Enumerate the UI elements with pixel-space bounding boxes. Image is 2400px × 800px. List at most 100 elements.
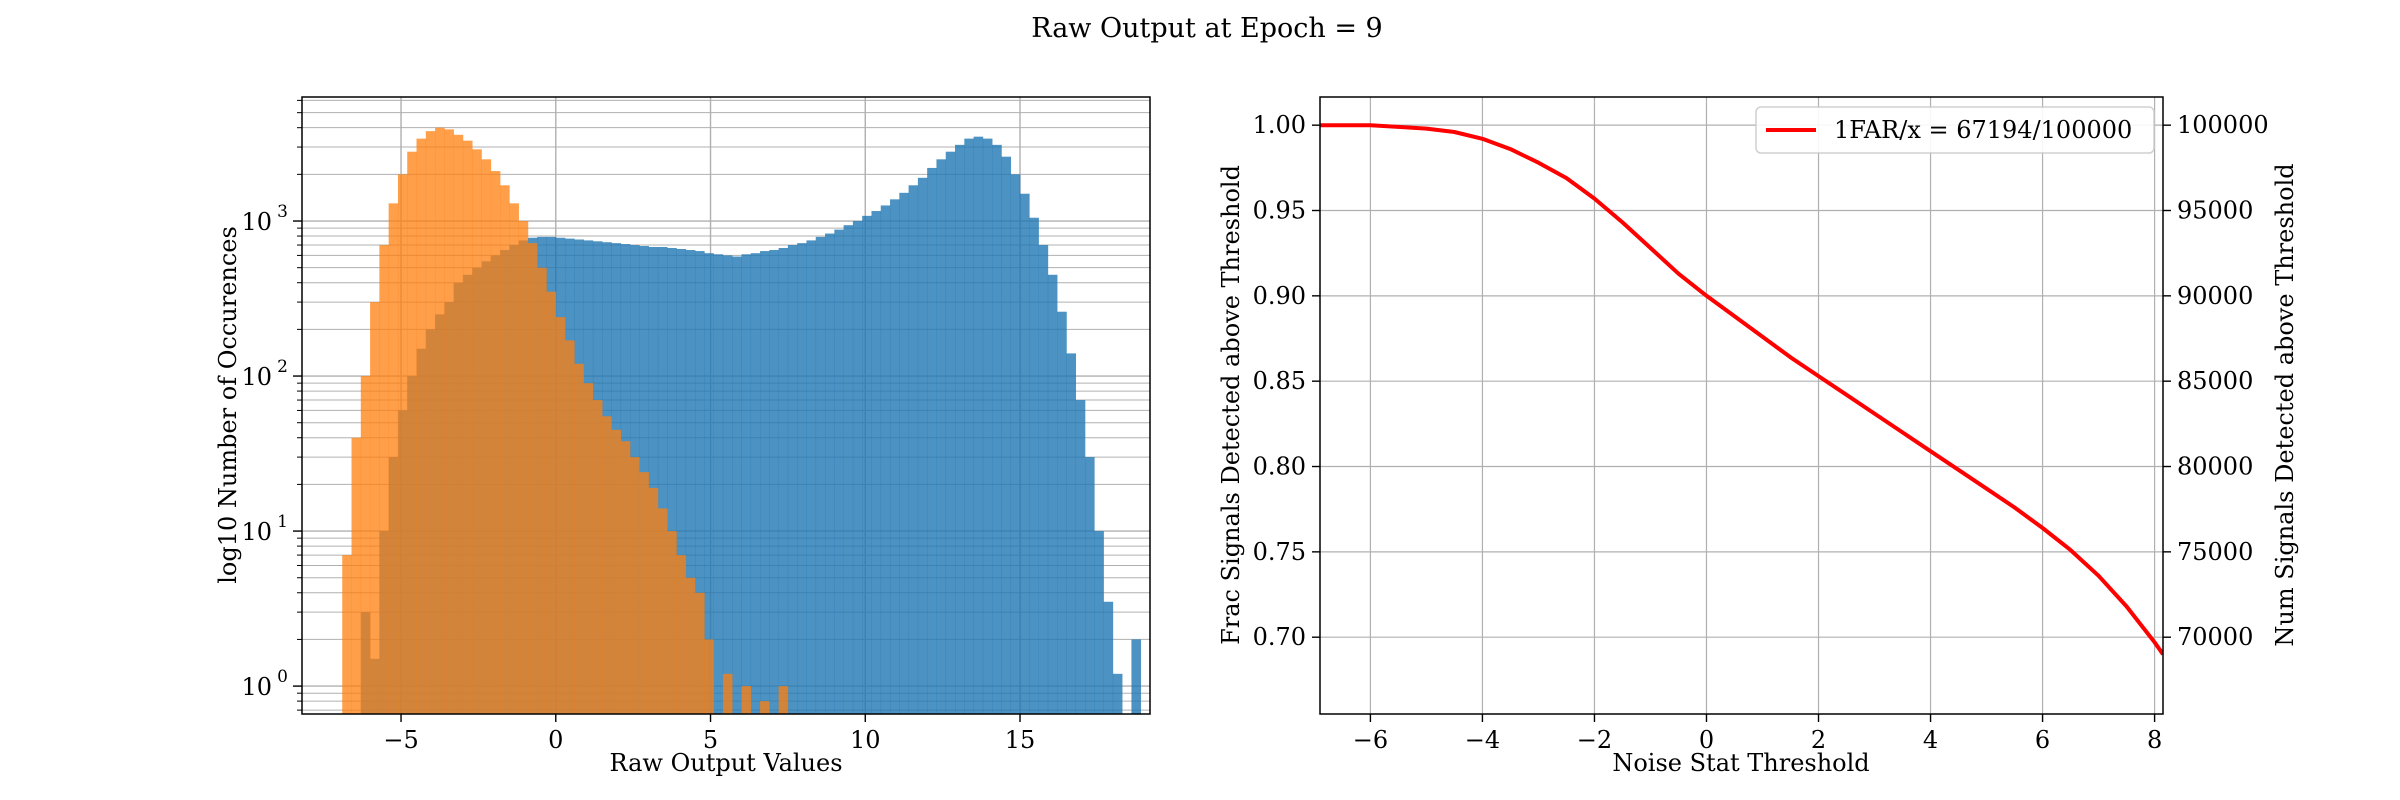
histogram-x-ticks: −5 0 5 10 15	[383, 714, 1035, 754]
x-tick-label: 10	[850, 726, 881, 754]
x-tick-label: 0	[548, 726, 563, 754]
histogram-bar	[917, 177, 928, 714]
histogram-x-label: Raw Output Values	[609, 749, 842, 777]
histogram-bar	[407, 151, 417, 714]
histogram-bar	[490, 171, 501, 714]
y-right-tick-label: 95000	[2177, 197, 2253, 225]
x-tick-label: 4	[1923, 726, 1938, 754]
histogram-y-label: log10 Number of Occurences	[214, 226, 242, 584]
histogram-bar	[1020, 193, 1030, 714]
histogram-bar	[704, 639, 714, 714]
histogram-bar	[695, 592, 705, 714]
histogram-bar	[527, 243, 538, 714]
line-grid	[1320, 97, 2163, 714]
histogram-bar	[657, 246, 668, 714]
histogram-bar	[648, 246, 659, 714]
x-tick-label: 8	[2147, 726, 2162, 754]
histogram-bar	[722, 255, 733, 714]
legend-label: 1FAR/x = 67194/100000	[1834, 116, 2132, 144]
x-tick-label: 0	[1699, 726, 1714, 754]
y-tick-label: 0.70	[1253, 623, 1306, 651]
histogram-bar	[982, 138, 993, 714]
x-tick-label: 5	[703, 726, 718, 754]
histogram-bar	[444, 129, 454, 714]
histogram-bar	[685, 577, 696, 714]
figure-suptitle: Raw Output at Epoch = 9	[1031, 13, 1382, 44]
histogram-bar	[360, 376, 371, 714]
histogram-bar	[667, 531, 677, 714]
histogram-bar	[453, 134, 464, 714]
histogram-bar	[880, 205, 891, 714]
histogram-bar	[722, 673, 733, 714]
line-y-label-left: Frac Signals Detected above Threshold	[1217, 165, 1245, 645]
histogram-bar	[648, 487, 659, 714]
line-chart: −6 −4 −2 0 2 4 6 8 0.70 0.75 0.80 0.85 0.90 0.95 1.00…	[1217, 96, 2299, 777]
histogram-bar	[778, 686, 789, 714]
histogram-bar	[871, 211, 882, 714]
x-tick-label: 6	[2035, 726, 2050, 754]
y-tick-label: 0.90	[1253, 282, 1306, 310]
histogram-bar	[639, 472, 649, 714]
histogram-bar	[602, 416, 612, 714]
histogram-bar	[797, 243, 807, 714]
x-tick-label: −4	[1465, 726, 1500, 754]
x-tick-label: −2	[1577, 726, 1612, 754]
histogram-bar	[481, 159, 492, 714]
histogram-bar	[685, 250, 696, 714]
histogram-bar	[370, 302, 380, 714]
histogram-bar	[973, 136, 984, 714]
histogram-bar	[518, 221, 529, 714]
histogram-bar	[676, 555, 687, 714]
histogram-bar	[1075, 400, 1086, 714]
histogram-bar	[899, 192, 909, 714]
legend-box	[1755, 106, 2155, 154]
y-tick-label: 0.75	[1253, 538, 1306, 566]
series-line	[1320, 123, 2163, 656]
line-y-ticks-right: 70000 75000 80000 85000 90000 95000 100000	[2163, 111, 2269, 651]
histogram-bar	[583, 383, 594, 714]
histogram-bar	[1047, 274, 1058, 714]
histogram-bar	[1057, 311, 1067, 714]
y-right-tick-label: 80000	[2177, 453, 2253, 481]
histogram-bar	[611, 429, 622, 714]
histogram-bar	[379, 245, 389, 714]
histogram-bar	[852, 221, 863, 714]
histogram-frame	[301, 96, 1151, 715]
histogram-bar	[741, 686, 752, 714]
histogram-bar	[760, 701, 770, 714]
histogram-bar	[546, 291, 557, 714]
y-tick-label: 0.95	[1253, 197, 1306, 225]
histogram-bar	[1029, 217, 1039, 714]
histogram-bar	[992, 144, 1002, 714]
x-tick-label: 15	[1005, 726, 1036, 754]
histogram-bar	[927, 167, 937, 714]
histogram-bar	[472, 149, 482, 714]
y-tick-label: 10	[241, 673, 272, 701]
line-y-label-right: Num Signals Detected above Threshold	[2271, 163, 2299, 646]
histogram-bar	[704, 253, 714, 714]
histogram-bar	[1094, 531, 1104, 714]
line-frame	[1319, 96, 2164, 715]
histogram-bar	[537, 267, 547, 714]
x-tick-label: −5	[383, 726, 418, 754]
histogram-bar	[509, 203, 519, 714]
y-right-tick-label: 75000	[2177, 538, 2253, 566]
histogram-bar	[500, 185, 510, 714]
y-tick-exponent: 1	[277, 512, 288, 532]
histogram-bar	[351, 437, 362, 714]
histogram-bar	[862, 215, 872, 714]
histogram-bar	[834, 229, 844, 714]
y-tick-label: 1.00	[1253, 111, 1306, 139]
histogram-bars	[342, 127, 1142, 714]
histogram-bar	[908, 185, 919, 714]
y-right-tick-label: 85000	[2177, 367, 2253, 395]
histogram-bar	[1001, 156, 1012, 714]
histogram-bar	[843, 225, 854, 714]
y-right-tick-label: 100000	[2177, 111, 2269, 139]
histogram-bar	[815, 236, 826, 714]
histogram-bar	[425, 131, 436, 714]
histogram-bar	[936, 159, 947, 714]
histogram-bar	[555, 317, 566, 714]
